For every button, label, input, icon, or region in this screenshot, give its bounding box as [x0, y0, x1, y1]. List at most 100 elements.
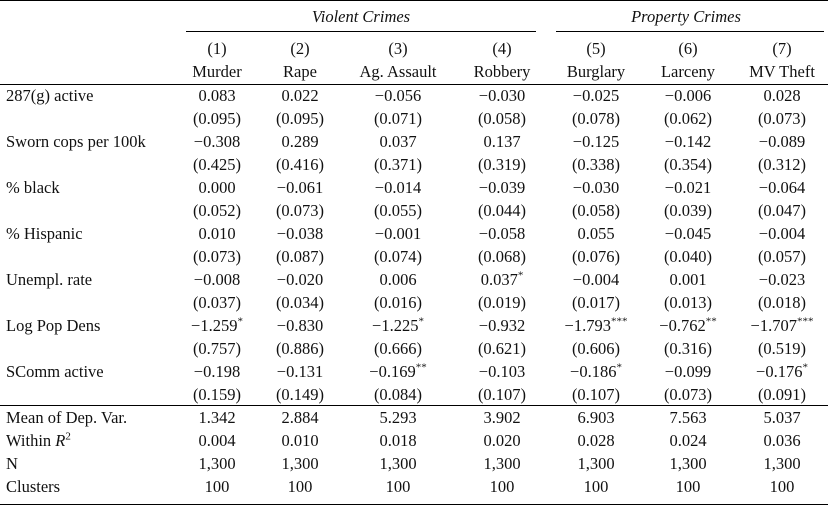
group-rule-property	[556, 31, 824, 32]
stat-label: N	[6, 454, 18, 473]
coefficient-cell: 0.000	[169, 177, 265, 199]
standard-error-cell: (0.073)	[192, 247, 242, 266]
coefficient-value: −0.021	[664, 178, 712, 197]
coefficient-cell: −0.008	[169, 269, 265, 291]
coefficient-cell: −0.176*	[734, 361, 828, 383]
standard-error-cell: (0.312)	[757, 155, 807, 174]
significance-stars: *	[418, 315, 424, 328]
coefficient-cell: 0.037*	[454, 269, 550, 291]
coefficient-cell: −0.064	[734, 177, 828, 199]
stat-value-cell: 1,300	[669, 454, 707, 473]
significance-stars: ***	[610, 315, 628, 328]
coefficient-value: 0.000	[198, 178, 236, 197]
stat-label: Clusters	[6, 477, 61, 496]
standard-error-cell: (0.371)	[373, 155, 423, 174]
coefficient-cell: −0.004	[734, 223, 828, 245]
stat-label-superscript: 2	[65, 430, 71, 443]
coefficient-value: −0.186	[570, 362, 617, 381]
coefficient-value: −0.064	[758, 178, 806, 197]
standard-error-cell: (0.013)	[663, 293, 713, 312]
column-name: Rape	[283, 62, 317, 81]
standard-error-cell: (0.095)	[192, 109, 242, 128]
coefficient-cell: 0.006	[350, 269, 446, 291]
standard-error-cell: (0.084)	[373, 385, 423, 404]
stat-value-cell: 5.293	[379, 408, 417, 427]
row-label: SComm active	[6, 362, 104, 381]
significance-stars: *	[616, 361, 622, 374]
stat-value-cell: 6.903	[577, 408, 615, 427]
standard-error-cell: (0.338)	[571, 155, 621, 174]
coefficient-cell: −0.045	[640, 223, 736, 245]
column-name: Murder	[192, 62, 242, 81]
bottom-rule	[0, 504, 828, 505]
coefficient-cell: −0.198	[169, 361, 265, 383]
coefficient-cell: −0.021	[640, 177, 736, 199]
coefficient-cell: −0.169**	[350, 361, 446, 383]
stat-value-cell: 5.037	[763, 408, 801, 427]
column-name: Ag. Assault	[359, 62, 437, 81]
standard-error-cell: (0.040)	[663, 247, 713, 266]
standard-error-cell: (0.107)	[477, 385, 527, 404]
coefficient-value: −0.131	[276, 362, 324, 381]
coefficient-cell: −0.089	[734, 131, 828, 153]
standard-error-cell: (0.159)	[192, 385, 242, 404]
coefficient-value: −0.061	[276, 178, 324, 197]
significance-stars: *	[517, 269, 524, 282]
header-rule	[0, 84, 828, 85]
coefficient-value: −0.004	[758, 224, 806, 243]
stat-value-cell: 0.024	[669, 431, 707, 450]
standard-error-cell: (0.095)	[275, 109, 325, 128]
standard-error-cell: (0.016)	[373, 293, 423, 312]
coefficient-cell: −0.025	[548, 85, 644, 107]
coefficient-cell: −0.061	[252, 177, 348, 199]
coefficient-cell: −1.225*	[350, 315, 446, 337]
coefficient-value: −0.089	[758, 132, 806, 151]
standard-error-cell: (0.416)	[275, 155, 325, 174]
coefficient-cell: −0.004	[548, 269, 644, 291]
standard-error-cell: (0.057)	[757, 247, 807, 266]
column-number: (7)	[772, 39, 792, 58]
column-name: Robbery	[473, 62, 531, 81]
standard-error-cell: (0.354)	[663, 155, 713, 174]
standard-error-cell: (0.058)	[571, 201, 621, 220]
stat-value-cell: 100	[583, 477, 609, 496]
column-name: MV Theft	[749, 62, 815, 81]
standard-error-cell: (0.666)	[373, 339, 423, 358]
stat-value-cell: 0.004	[198, 431, 236, 450]
coefficient-value: −0.039	[478, 178, 526, 197]
stat-value-cell: 100	[769, 477, 795, 496]
coefficient-cell: 0.028	[734, 85, 828, 107]
standard-error-cell: (0.062)	[663, 109, 713, 128]
coefficient-value: 0.137	[483, 132, 521, 151]
stat-value-cell: 1,300	[763, 454, 801, 473]
coefficient-value: −0.030	[572, 178, 620, 197]
significance-stars: ***	[796, 315, 814, 328]
stat-label: Mean of Dep. Var.	[6, 408, 128, 427]
column-number: (1)	[207, 39, 227, 58]
coefficient-value: −0.006	[664, 86, 712, 105]
coefficient-value: −0.762	[659, 316, 706, 335]
coefficient-cell: −0.131	[252, 361, 348, 383]
coefficient-value: −0.001	[374, 224, 422, 243]
coefficient-cell: −0.001	[350, 223, 446, 245]
standard-error-cell: (0.055)	[373, 201, 423, 220]
stat-value-cell: 0.010	[281, 431, 319, 450]
stat-value-cell: 1,300	[281, 454, 319, 473]
stat-value-cell: 1,300	[198, 454, 236, 473]
standard-error-cell: (0.047)	[757, 201, 807, 220]
coefficient-value: 0.006	[379, 270, 417, 289]
significance-stars: **	[705, 315, 717, 328]
coefficient-cell: 0.010	[169, 223, 265, 245]
coefficient-value: −0.932	[478, 316, 526, 335]
standard-error-cell: (0.074)	[373, 247, 423, 266]
coefficient-cell: 0.289	[252, 131, 348, 153]
column-number: (3)	[388, 39, 408, 58]
stat-value-cell: 3.902	[483, 408, 521, 427]
standard-error-cell: (0.087)	[275, 247, 325, 266]
coefficient-value: −0.020	[276, 270, 324, 289]
coefficient-cell: 0.083	[169, 85, 265, 107]
coefficient-cell: −0.058	[454, 223, 550, 245]
stat-value-cell: 0.020	[483, 431, 521, 450]
stats-rule	[0, 405, 828, 406]
coefficient-cell: −0.099	[640, 361, 736, 383]
